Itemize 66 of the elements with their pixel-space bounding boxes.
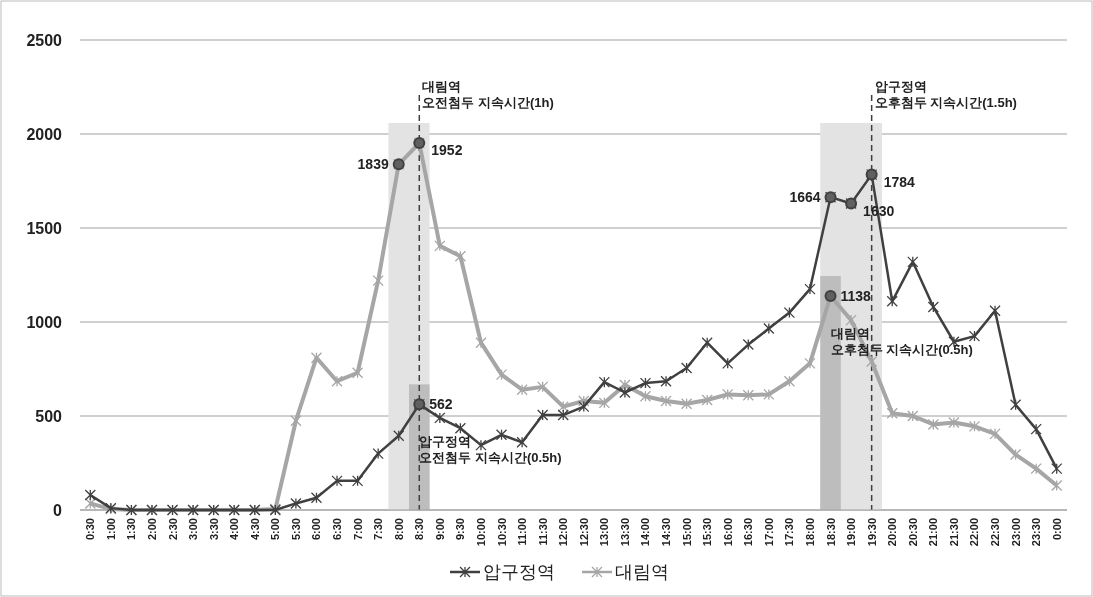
y-tick-label: 0 [53,502,63,519]
x-tick-label: 11:30 [536,518,549,546]
x-tick-label: 13:30 [618,518,631,547]
x-tick-label: 4:00 [228,518,241,541]
x-tick-label: 2:00 [145,518,158,541]
annotation: 1839 [357,156,389,173]
x-tick-label: 9:00 [433,518,446,541]
y-tick-label: 1500 [26,220,63,237]
annotation: 1952 [431,142,463,159]
y-tick-label: 500 [35,408,63,425]
x-tick-label: 20:30 [906,518,919,547]
x-tick-label: 17:00 [762,518,775,547]
x-tick-label: 6:30 [331,518,344,541]
y-tick-label: 2500 [26,32,63,49]
x-tick-label: 20:00 [886,518,899,547]
x-tick-label: 16:00 [721,518,734,547]
x-tick-label: 22:30 [989,518,1002,547]
band-label: 압구정역 오전첨두 지속시간(0.5h) [419,434,562,466]
x-tick-label: 19:30 [865,518,878,547]
x-tick-label: 21:00 [927,518,940,547]
band-label: 대림역 오전첨두 지속시간(1h) [422,79,554,111]
x-tick-label: 7:00 [351,518,364,541]
x-tick-label: 5:00 [269,518,282,541]
annotation: 562 [429,396,453,413]
x-tick-label: 8:30 [413,518,426,541]
x-tick-label: 13:00 [598,518,611,547]
legend-label: 압구정역 [483,562,555,582]
x-tick-label: 15:00 [680,518,693,547]
x-tick-label: 1:00 [104,518,117,541]
x-tick-label: 2:30 [166,518,179,541]
y-tick-label: 2000 [26,126,63,143]
x-tick-label: 0:00 [1050,518,1063,541]
x-tick-label: 11:00 [516,518,529,546]
x-tick-label: 23:30 [1030,518,1043,547]
x-tick-label: 12:00 [557,518,570,547]
band-label: 압구정역 오후첨두 지속시간(1.5h) [874,79,1017,111]
band-label: 대림역 오후첨두 지속시간(0.5h) [830,326,973,358]
x-tick-label: 5:30 [289,518,302,541]
x-tick-label: 3:30 [207,518,220,541]
x-tick-label: 6:00 [310,518,323,541]
x-tick-label: 16:30 [742,518,755,547]
x-tick-label: 22:00 [968,518,981,547]
x-tick-label: 7:30 [372,518,385,541]
legend-label: 대림역 [615,562,669,582]
x-tick-label: 10:00 [474,518,487,547]
x-tick-label: 1:30 [125,518,138,541]
x-tick-label: 4:30 [248,518,261,541]
x-tick-label: 18:30 [824,518,837,547]
x-tick-label: 8:00 [392,518,405,541]
x-tick-label: 15:30 [701,518,714,547]
x-tick-label: 19:00 [845,518,858,547]
x-tick-label: 14:00 [639,518,652,547]
x-tick-label: 21:30 [947,518,960,547]
y-tick-label: 1000 [26,314,63,331]
x-tick-label: 23:00 [1009,518,1022,547]
x-tick-label: 14:30 [660,518,673,547]
x-tick-label: 18:00 [803,518,816,547]
x-tick-label: 9:30 [454,518,467,541]
x-tick-label: 0:30 [84,518,97,541]
x-tick-label: 17:30 [783,518,796,547]
annotation: 1664 [789,189,821,206]
x-tick-label: 12:30 [577,518,590,547]
annotation: 1784 [883,173,916,190]
annotation: 1138 [840,288,872,305]
x-tick-label: 10:30 [495,518,508,547]
x-tick-label: 3:00 [187,518,200,541]
